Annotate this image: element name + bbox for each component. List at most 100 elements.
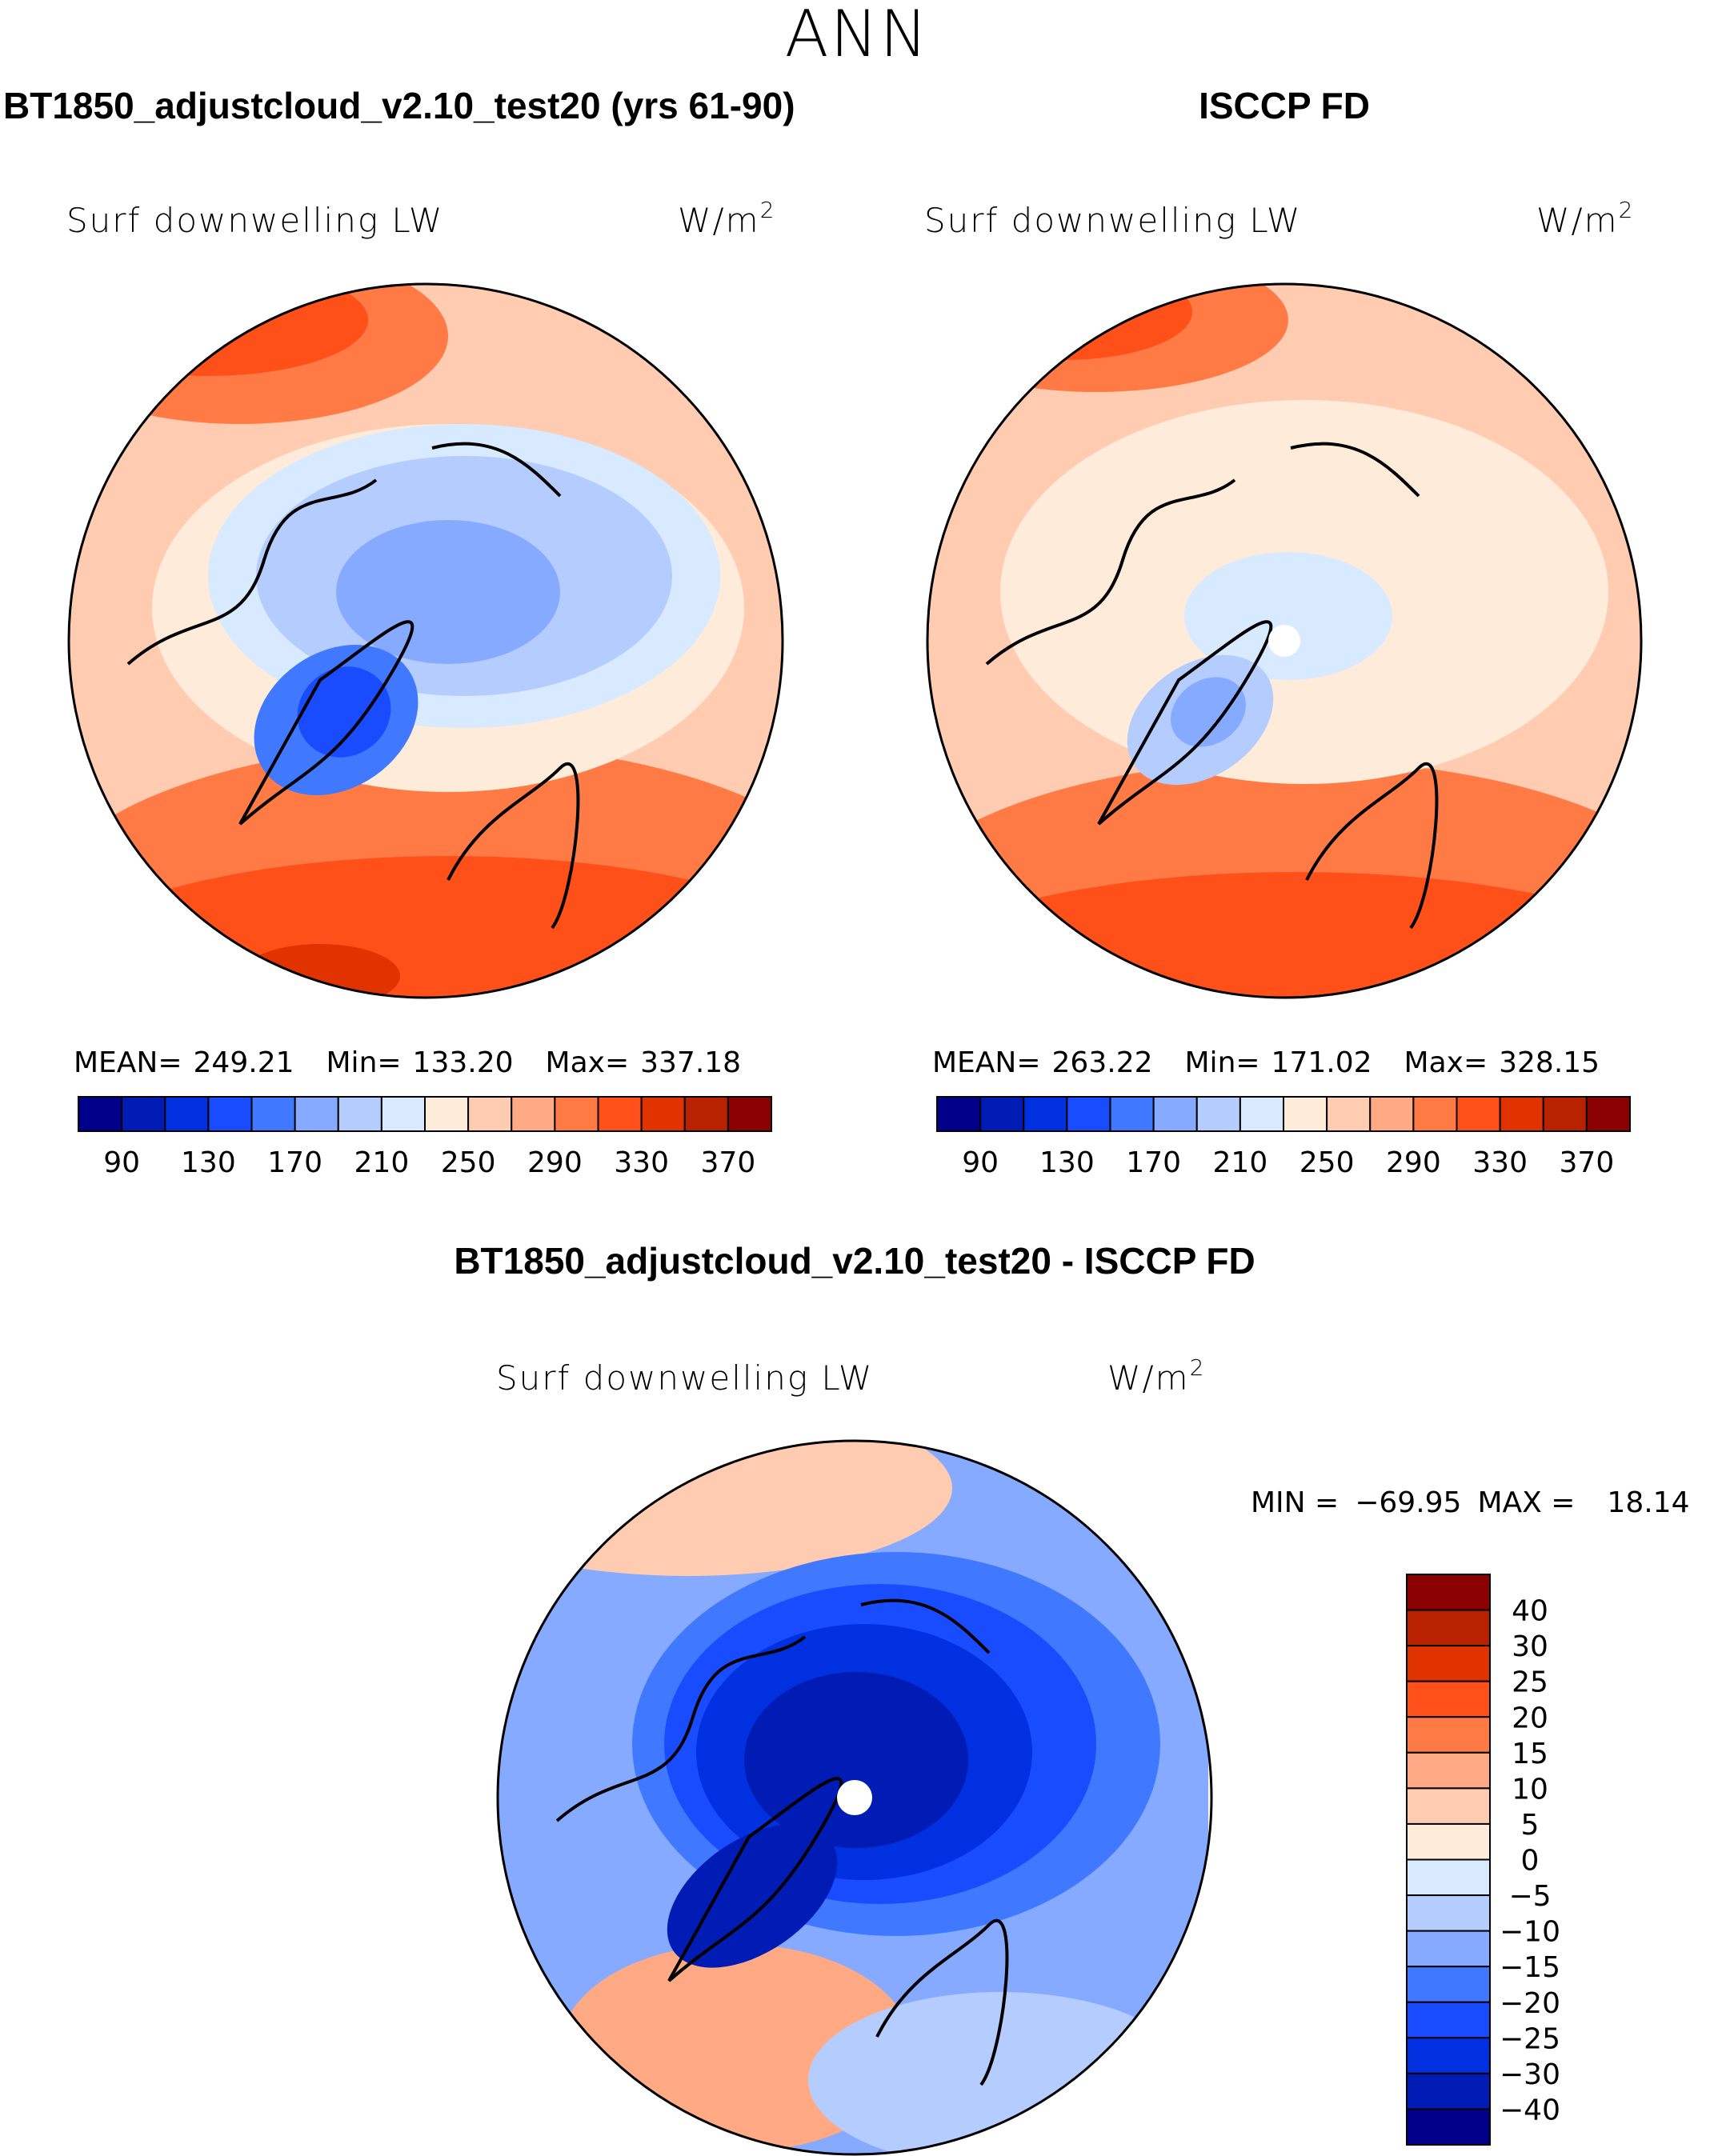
colorbar-swatch	[1412, 1096, 1458, 1132]
colorbar-tick-label: 0	[1521, 1845, 1540, 1878]
colorbar-tick-label: 5	[1521, 1809, 1540, 1842]
colorbar-swatch	[121, 1096, 166, 1132]
colorbar-tick-label: −15	[1500, 1951, 1560, 1984]
colorbar-swatch	[1406, 1858, 1491, 1897]
colorbar-swatch	[1152, 1096, 1198, 1132]
colorbar-tick-label: 210	[354, 1146, 410, 1179]
colorbar-tick-label: 90	[103, 1146, 140, 1179]
colorbar-tick-label: −10	[1500, 1916, 1560, 1949]
colorbar-swatch	[1406, 1574, 1491, 1611]
colorbar-swatch	[1406, 1930, 1491, 1968]
panel3-stats: MIN = −69.95 MAX = 18.14	[1251, 1486, 1689, 1519]
colorbar-tick-label: −20	[1500, 1987, 1560, 2020]
colorbar-swatch	[380, 1096, 426, 1132]
colorbar-swatch	[337, 1096, 382, 1132]
panel1-variable: Surf downwelling LW	[66, 201, 443, 240]
colorbar-swatch	[683, 1096, 729, 1132]
colorbar-tick-label: 250	[441, 1146, 496, 1179]
colorbar-tick-label: 290	[527, 1146, 583, 1179]
colorbar-swatch	[511, 1096, 556, 1132]
colorbar-tick-label: 330	[614, 1146, 669, 1179]
panel3-variable: Surf downwelling LW	[496, 1358, 873, 1398]
colorbar-swatch	[979, 1096, 1025, 1132]
colorbar-swatch	[1406, 1680, 1491, 1718]
panel2-title: ISCCP FD	[1199, 85, 1370, 126]
colorbar-swatch	[936, 1096, 982, 1132]
panel3-map-border	[496, 1439, 1213, 2156]
colorbar-swatch	[1283, 1096, 1328, 1132]
colorbar-tick-label: −30	[1500, 2058, 1560, 2091]
colorbar-swatch	[1406, 2072, 1491, 2110]
colorbar-swatch	[207, 1096, 253, 1132]
panel1-units: W/m2	[678, 197, 775, 240]
panel1-colorbar: 90 130 170 210 250 290 330 370	[78, 1096, 772, 1179]
colorbar-swatch	[1369, 1096, 1415, 1132]
colorbar-swatch	[1239, 1096, 1284, 1132]
colorbar-swatch	[1406, 1751, 1491, 1790]
colorbar-swatch	[78, 1096, 123, 1132]
colorbar-swatch	[424, 1096, 470, 1132]
panel2-map-border	[926, 282, 1643, 999]
colorbar-swatch	[1406, 2001, 1491, 2039]
panel2-stats: MEAN= 263.22 Min= 171.02 Max= 328.15	[932, 1046, 1600, 1079]
colorbar-swatch	[1066, 1096, 1111, 1132]
colorbar-swatch	[1542, 1096, 1588, 1132]
colorbar-swatch	[164, 1096, 210, 1132]
colorbar-swatch	[640, 1096, 686, 1132]
colorbar-tick-label: −40	[1500, 2094, 1560, 2126]
colorbar-swatch	[727, 1096, 772, 1132]
panel3-map	[498, 1441, 1208, 2154]
colorbar-tick-label: 20	[1512, 1702, 1548, 1734]
colorbar-swatch	[467, 1096, 513, 1132]
panel2-variable: Surf downwelling LW	[924, 201, 1301, 240]
colorbar-tick-label: 210	[1213, 1146, 1268, 1179]
colorbar-swatch	[1023, 1096, 1068, 1132]
panel1-title: BT1850_adjustcloud_v2.10_test20 (yrs 61-…	[3, 85, 795, 126]
colorbar-swatch	[554, 1096, 599, 1132]
colorbar-swatch	[1406, 1966, 1491, 2003]
colorbar-tick-label: 130	[1039, 1146, 1095, 1179]
colorbar-tick-label: −5	[1508, 1880, 1551, 1913]
colorbar-tick-label: 290	[1386, 1146, 1441, 1179]
panel1-stats: MEAN= 249.21 Min= 133.20 Max= 337.18	[74, 1046, 741, 1079]
colorbar-swatch	[1499, 1096, 1544, 1132]
colorbar-swatch	[1326, 1096, 1372, 1132]
colorbar-swatch	[1406, 2108, 1491, 2146]
panel2-units: W/m2	[1536, 197, 1634, 240]
colorbar-tick-label: 370	[701, 1146, 756, 1179]
colorbar-swatch	[597, 1096, 643, 1132]
colorbar-swatch	[1406, 1609, 1491, 1647]
colorbar-swatch	[1456, 1096, 1501, 1132]
colorbar-tick-label: 40	[1512, 1595, 1548, 1628]
colorbar-tick-label: 170	[1126, 1146, 1181, 1179]
colorbar-tick-label: 10	[1512, 1773, 1548, 1806]
colorbar-swatch	[1406, 1716, 1491, 1754]
panel1-map-border	[67, 282, 784, 999]
colorbar-swatch	[1195, 1096, 1241, 1132]
colorbar-swatch	[1406, 1894, 1491, 1932]
colorbar-swatch	[1406, 1822, 1491, 1861]
colorbar-tick-label: 250	[1300, 1146, 1355, 1179]
colorbar-tick-label: 330	[1472, 1146, 1528, 1179]
colorbar-swatch	[250, 1096, 296, 1132]
colorbar-tick-label: 15	[1512, 1738, 1548, 1770]
panel3-units: W/m2	[1107, 1354, 1205, 1398]
colorbar-tick-label: 370	[1560, 1146, 1615, 1179]
panel2-colorbar: 90 130 170 210 250 290 330 370	[936, 1096, 1631, 1179]
colorbar-tick-label: 30	[1512, 1630, 1548, 1663]
colorbar-swatch	[1585, 1096, 1631, 1132]
panel2-map	[927, 284, 1641, 998]
colorbar-tick-label: 90	[962, 1146, 999, 1179]
colorbar-tick-label: 25	[1512, 1666, 1548, 1699]
colorbar-swatch	[1406, 1645, 1491, 1682]
colorbar-tick-label: −25	[1500, 2022, 1560, 2055]
colorbar-swatch	[1406, 2037, 1491, 2074]
colorbar-swatch	[1109, 1096, 1155, 1132]
colorbar-swatch	[1406, 1787, 1491, 1825]
panel3-title: BT1850_adjustcloud_v2.10_test20 - ISCCP …	[454, 1240, 1255, 1282]
panel1-map	[69, 284, 783, 998]
colorbar-tick-label: 130	[181, 1146, 236, 1179]
colorbar-swatch	[294, 1096, 339, 1132]
